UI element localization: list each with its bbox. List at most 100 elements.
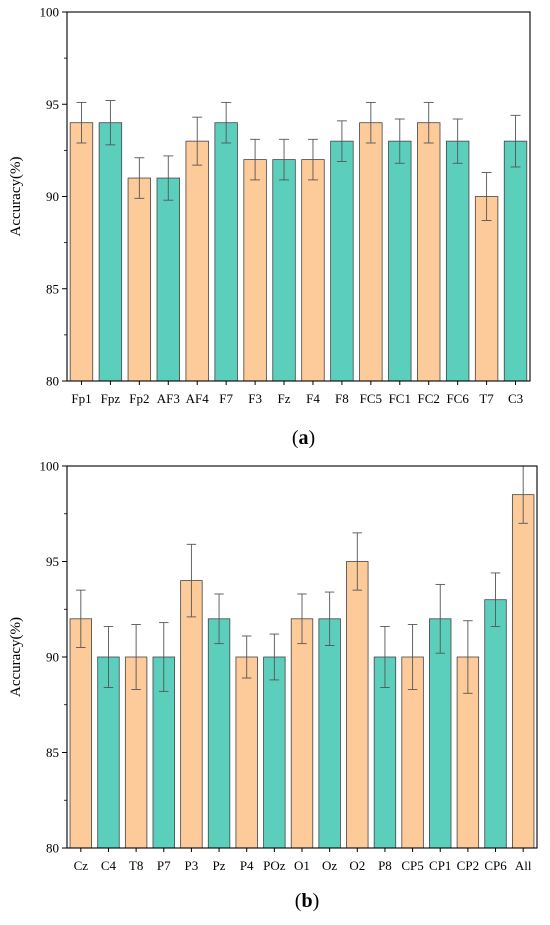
bar-p4 xyxy=(235,656,258,849)
x-tick-label-p7: P7 xyxy=(157,858,171,873)
x-tick-label-pz: Pz xyxy=(213,858,226,873)
error-bar-p4 xyxy=(241,635,252,679)
bar-fz xyxy=(272,159,296,382)
panel-label-letter: a xyxy=(299,427,309,449)
bar-pz xyxy=(207,618,231,849)
error-bar-f7 xyxy=(221,101,232,144)
bar-f4 xyxy=(301,159,325,382)
bar-o1 xyxy=(290,618,314,849)
x-tick-label-af4: AF4 xyxy=(186,391,210,406)
bar-fc1 xyxy=(388,140,412,382)
x-tick-label-cp1: CP1 xyxy=(429,858,451,873)
bar-poz xyxy=(263,656,286,849)
error-bar-oz xyxy=(324,591,335,646)
error-bar-fp2 xyxy=(134,157,145,199)
error-bar-fz xyxy=(279,138,289,181)
y-tick-label: 90 xyxy=(46,189,59,204)
error-bar-o2 xyxy=(352,532,363,591)
error-bar-o1 xyxy=(297,593,307,645)
x-tick-label-c3: C3 xyxy=(508,391,523,406)
x-tick-label-fp2: Fp2 xyxy=(129,391,149,406)
error-bar-f3 xyxy=(250,138,261,181)
bar-fc2 xyxy=(417,122,441,382)
x-tick-label-fpz: Fpz xyxy=(101,391,121,406)
bar-c3 xyxy=(503,140,528,382)
bar-cp6 xyxy=(484,599,507,849)
panel-label-open: ( xyxy=(295,890,302,912)
panel-label-close: ) xyxy=(309,427,316,449)
error-bar-fc6 xyxy=(452,118,463,164)
bar-oz xyxy=(318,618,341,849)
error-bar-fpz xyxy=(105,100,116,146)
bar-cz xyxy=(69,618,93,849)
x-tick-label-c4: C4 xyxy=(101,858,117,873)
error-bar-c3 xyxy=(510,114,521,168)
x-tick-label-t8: T8 xyxy=(129,858,143,873)
x-tick-label-af3: AF3 xyxy=(157,391,180,406)
bar-all xyxy=(511,494,535,849)
error-bar-t7 xyxy=(481,172,492,221)
bar-t7 xyxy=(474,196,499,382)
x-tick-label-cp6: CP6 xyxy=(484,858,507,873)
bar-o2 xyxy=(346,561,369,849)
y-tick-label: 90 xyxy=(46,650,59,665)
error-bar-af4 xyxy=(192,116,203,166)
error-bar-pz xyxy=(214,593,224,645)
x-tick-label-fc1: FC1 xyxy=(389,391,411,406)
error-bar-f4 xyxy=(308,138,318,181)
bar-fp2 xyxy=(127,177,152,382)
error-bar-cz xyxy=(76,589,86,648)
x-tick-label-fp1: Fp1 xyxy=(71,391,91,406)
y-tick-label: 80 xyxy=(46,841,59,856)
x-tick-label-cp5: CP5 xyxy=(401,858,423,873)
error-bar-cp2 xyxy=(463,620,473,694)
error-bar-c4 xyxy=(103,625,114,689)
y-tick-label: 85 xyxy=(46,281,59,296)
x-tick-label-t7: T7 xyxy=(479,391,494,406)
x-tick-label-f3: F3 xyxy=(248,391,262,406)
error-bar-af3 xyxy=(163,155,174,201)
x-tick-label-f7: F7 xyxy=(219,391,233,406)
bar-fpz xyxy=(98,122,123,382)
bar-f8 xyxy=(330,140,354,382)
error-bar-cp5 xyxy=(407,624,418,690)
y-axis-title: Accuracy(%) xyxy=(8,617,24,697)
bar-f3 xyxy=(243,159,267,382)
x-tick-label-f8: F8 xyxy=(335,391,349,406)
y-tick-label: 95 xyxy=(46,97,59,112)
error-bar-poz xyxy=(269,633,280,681)
x-tick-label-poz: POz xyxy=(263,858,286,873)
x-tick-label-o1: O1 xyxy=(294,858,310,873)
panel-label: (b) xyxy=(295,890,319,912)
x-tick-label-fc5: FC5 xyxy=(360,391,382,406)
x-tick-label-p3: P3 xyxy=(185,858,199,873)
bar-fp1 xyxy=(69,122,94,382)
x-tick-label-cz: Cz xyxy=(74,858,89,873)
error-bar-fc5 xyxy=(365,101,376,144)
x-tick-label-p4: P4 xyxy=(240,858,254,873)
panel-a: Fp1 Fpz Fp2 AF3 AF4 F7 F3 Fz F4 F8 FC5 FC1 FC2 FC6 T7 C… xyxy=(8,5,531,449)
y-tick-label: 95 xyxy=(46,554,59,569)
error-bar-t8 xyxy=(131,624,141,690)
x-tick-label-all: All xyxy=(515,858,532,873)
y-tick-label: 85 xyxy=(46,745,59,760)
error-bar-cp6 xyxy=(490,572,501,627)
x-tick-label-fc6: FC6 xyxy=(446,391,469,406)
panel-label-letter: b xyxy=(301,890,312,912)
error-bar-fp1 xyxy=(76,101,87,144)
error-bar-p3 xyxy=(186,543,197,618)
panel-label-open: ( xyxy=(292,427,299,449)
error-bar-p7 xyxy=(159,622,169,692)
panel-label: (a) xyxy=(292,427,315,449)
y-tick-label: 100 xyxy=(40,5,60,20)
bar-fc5 xyxy=(359,122,383,382)
bar-f7 xyxy=(214,122,238,382)
error-bar-p8 xyxy=(380,625,390,689)
x-tick-label-oz: Oz xyxy=(322,858,337,873)
x-tick-label-fz: Fz xyxy=(278,391,291,406)
x-tick-label-f4: F4 xyxy=(306,391,320,406)
panel-label-close: ) xyxy=(313,890,320,912)
x-tick-label-cp2: CP2 xyxy=(457,858,479,873)
